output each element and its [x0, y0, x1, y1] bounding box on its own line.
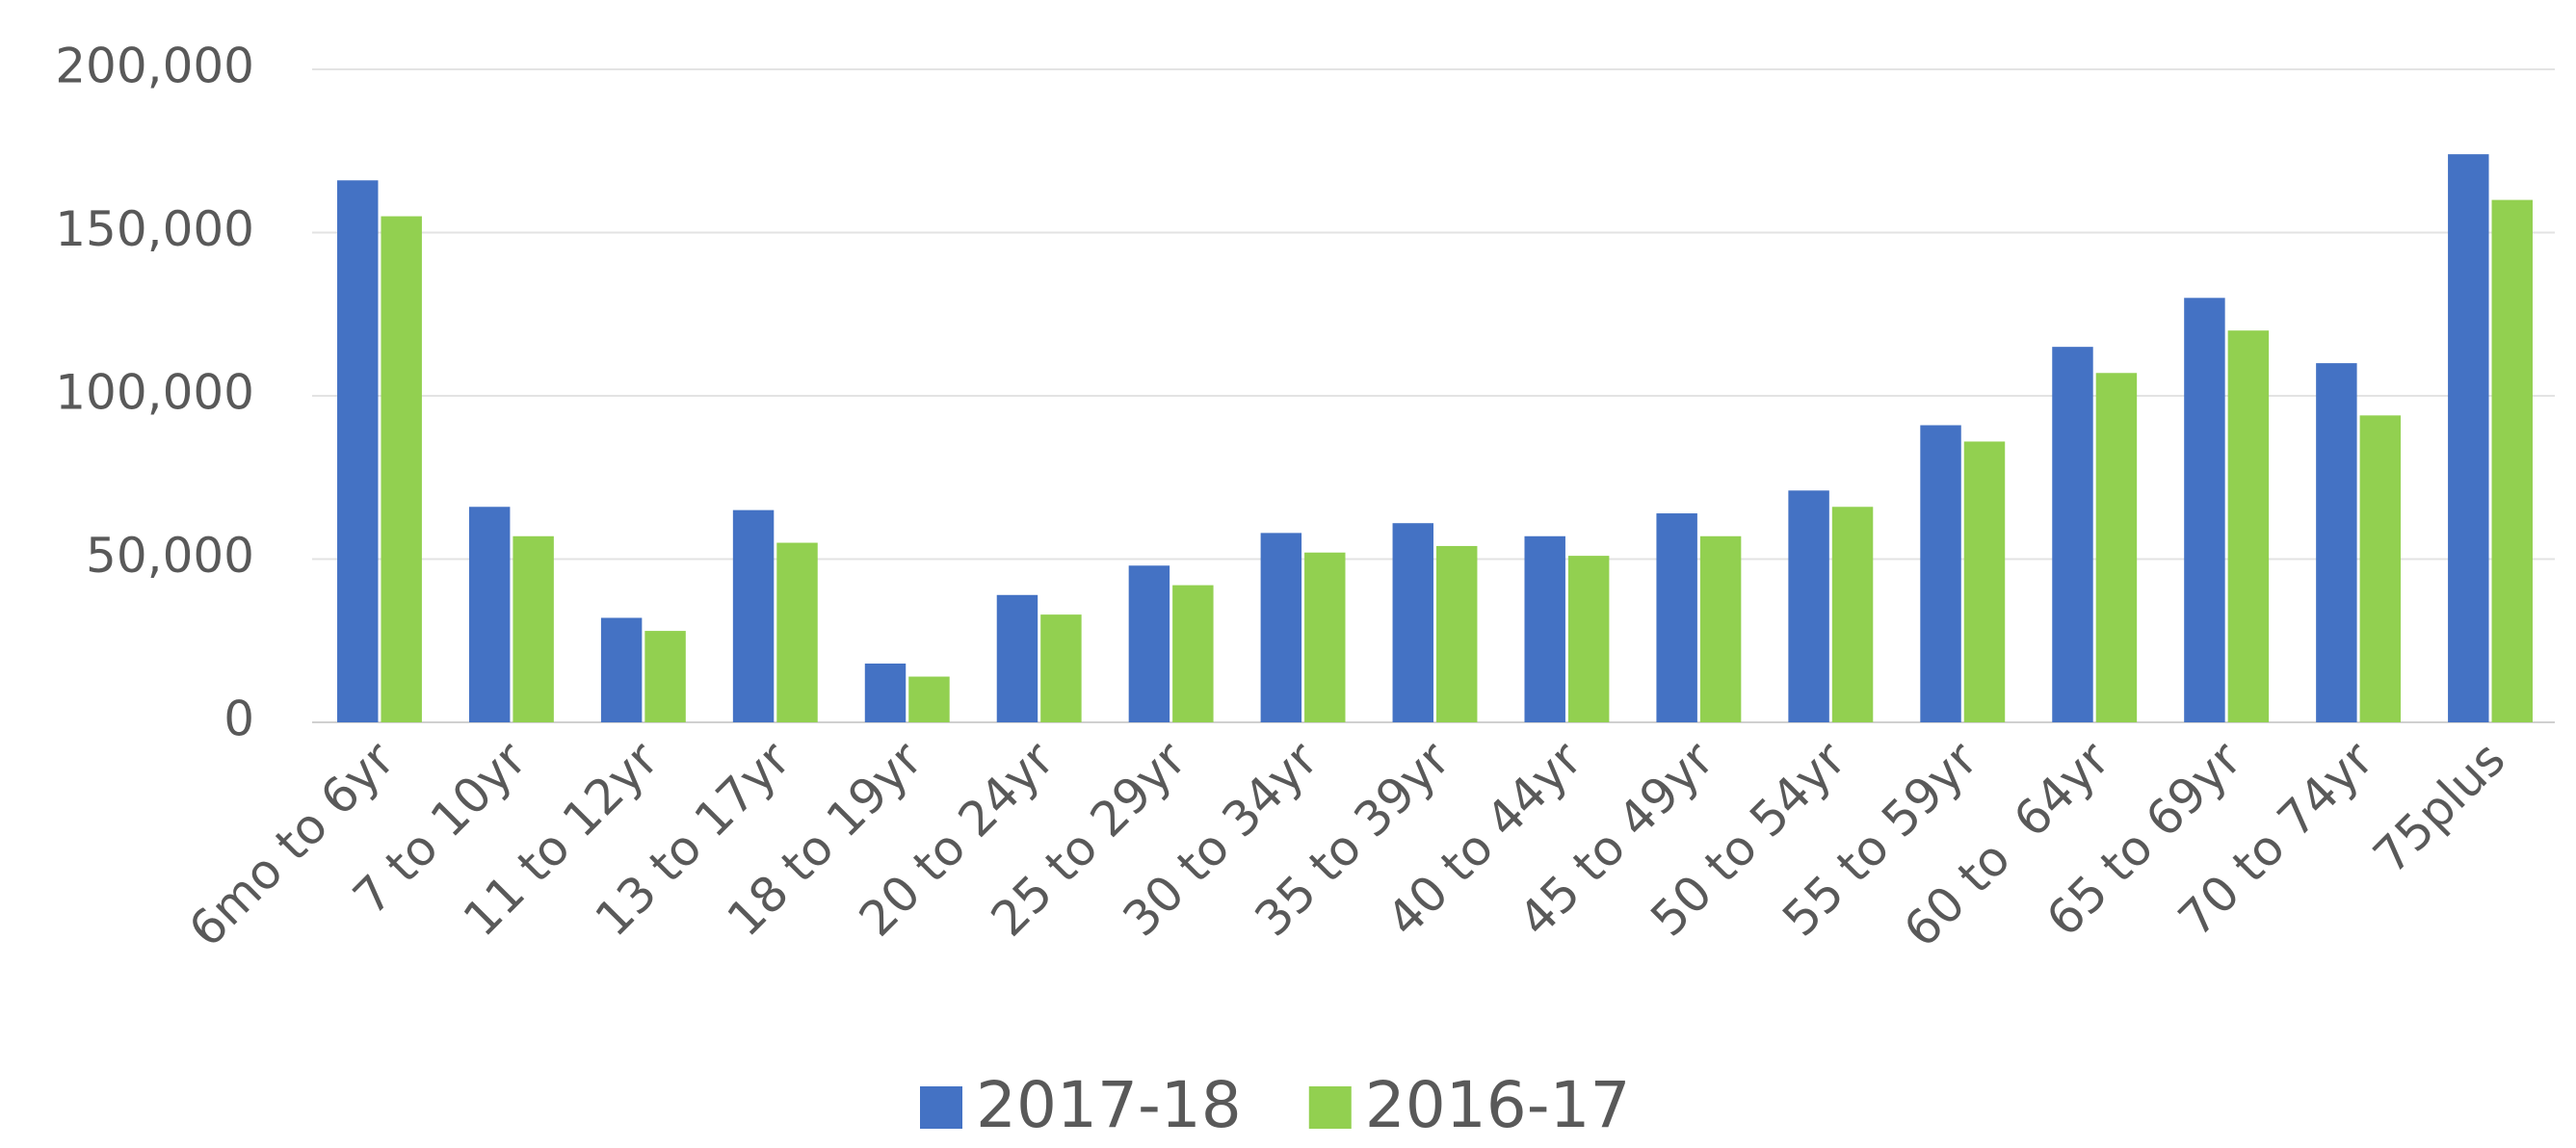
bar [2448, 154, 2489, 722]
bar [1128, 565, 1170, 722]
bar [1963, 441, 2006, 722]
bar [2184, 298, 2225, 722]
bar [1040, 614, 1082, 722]
y-tick-label: 50,000 [86, 528, 254, 584]
bar [2359, 415, 2402, 722]
bar [337, 180, 379, 722]
bar [1524, 535, 1565, 722]
bar [2491, 199, 2533, 723]
bar [381, 216, 422, 723]
bar [1699, 535, 1742, 722]
bar [644, 631, 686, 722]
bar [2316, 363, 2357, 722]
bar [908, 676, 950, 722]
bar [1831, 507, 1874, 722]
y-tick-label: 200,000 [55, 39, 254, 94]
legend-swatch [1308, 1086, 1352, 1129]
bar [1788, 490, 1829, 722]
bar [1920, 425, 1961, 722]
bar [2052, 347, 2093, 722]
bar [1436, 545, 1478, 722]
bar [776, 542, 818, 722]
y-tick-label: 100,000 [55, 365, 254, 421]
x-tick-label: 6mo to 6yr [178, 731, 406, 958]
legend-swatch [920, 1086, 962, 1129]
legend-label: 2017-18 [976, 1068, 1242, 1142]
bar [1260, 533, 1302, 722]
bar [2095, 373, 2138, 722]
bar [996, 594, 1038, 722]
bar [513, 535, 554, 722]
bar [864, 663, 907, 722]
bar [1172, 585, 1214, 722]
y-tick-label: 150,000 [55, 201, 254, 257]
bar [1656, 513, 1697, 722]
bar [1392, 523, 1433, 722]
bar [1304, 552, 1346, 722]
bar [468, 507, 511, 722]
x-tick-label: 75plus [2362, 731, 2515, 884]
y-tick-label: 0 [223, 691, 254, 747]
legend-label: 2016-17 [1365, 1068, 1631, 1142]
bar [2227, 330, 2270, 722]
bar [600, 617, 643, 722]
bar [1567, 556, 1610, 722]
bar [732, 509, 775, 722]
